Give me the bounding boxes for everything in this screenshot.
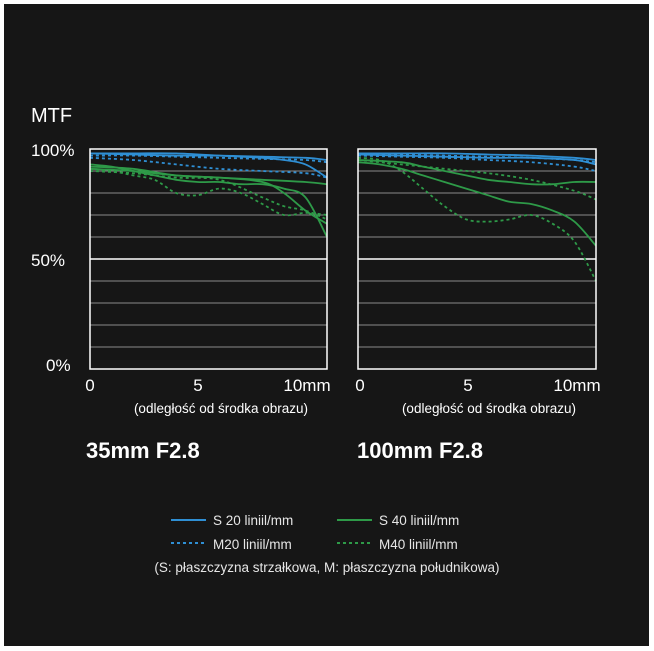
x-tick-10mm: 10mm <box>553 376 600 395</box>
series-line-s-40-liniil-mm-6 <box>89 167 328 186</box>
grid-lines <box>90 170 327 348</box>
y-tick-100: 100% <box>31 141 74 160</box>
x-axis-label: (odległość od środka obrazu) <box>402 401 576 416</box>
plot-frame <box>89 148 328 370</box>
series-line-s-40-liniil-mm-5 <box>357 161 597 247</box>
series-lines <box>357 152 597 282</box>
y-tick-0: 0% <box>46 356 71 375</box>
series-line-m40-liniil-mm-7 <box>357 159 597 201</box>
x-tick-5: 5 <box>193 376 202 395</box>
series-line-m40-liniil-mm-6 <box>357 156 597 282</box>
x-tick-10mm: 10mm <box>283 376 330 395</box>
chart-title: 35mm F2.8 <box>86 438 200 463</box>
chart-panel-100mm: 0 5 10mm (odległość od środka obrazu) 10… <box>355 148 601 463</box>
x-axis-label: (odległość od środka obrazu) <box>134 401 308 416</box>
series-line-m40-liniil-mm-8 <box>89 170 328 221</box>
y-axis-label: MTF <box>31 105 72 127</box>
series-line-m20-liniil-mm-2 <box>89 156 328 179</box>
series-line-s-20-liniil-mm-1 <box>89 152 328 161</box>
legend-label-m20: M20 liniil/mm <box>213 537 292 552</box>
y-tick-50: 50% <box>31 251 65 270</box>
series-lines <box>89 152 328 238</box>
series-line-s-40-liniil-mm-4 <box>89 163 328 238</box>
series-line-s-40-liniil-mm-4 <box>357 159 597 186</box>
series-line-s-20-liniil-mm-0 <box>358 152 597 161</box>
x-tick-5: 5 <box>463 376 472 395</box>
series-line-m20-liniil-mm-2 <box>357 154 597 172</box>
legend: S 20 liniil/mm S 40 liniil/mm M20 liniil… <box>154 513 499 575</box>
x-tick-0: 0 <box>85 376 94 395</box>
chart-panel-35mm: 0 5 10mm (odległość od środka obrazu) 35… <box>85 148 331 463</box>
series-line-m20-liniil-mm-3 <box>357 152 597 164</box>
series-line-s-20-liniil-mm-1 <box>357 153 597 166</box>
grid-lines <box>358 170 596 348</box>
legend-label-s20: S 20 liniil/mm <box>213 513 293 528</box>
legend-label-s40: S 40 liniil/mm <box>379 513 459 528</box>
legend-label-m40: M40 liniil/mm <box>379 537 458 552</box>
x-tick-0: 0 <box>355 376 364 395</box>
series-line-m20-liniil-mm-3 <box>89 154 328 164</box>
plot-border <box>89 148 328 370</box>
plot-border <box>357 148 597 370</box>
chart-title: 100mm F2.8 <box>357 438 483 463</box>
legend-note: (S: płaszczyzna strzałkowa, M: płaszczyz… <box>154 560 499 575</box>
plot-frame <box>357 148 597 370</box>
series-line-m40-liniil-mm-7 <box>89 167 328 217</box>
